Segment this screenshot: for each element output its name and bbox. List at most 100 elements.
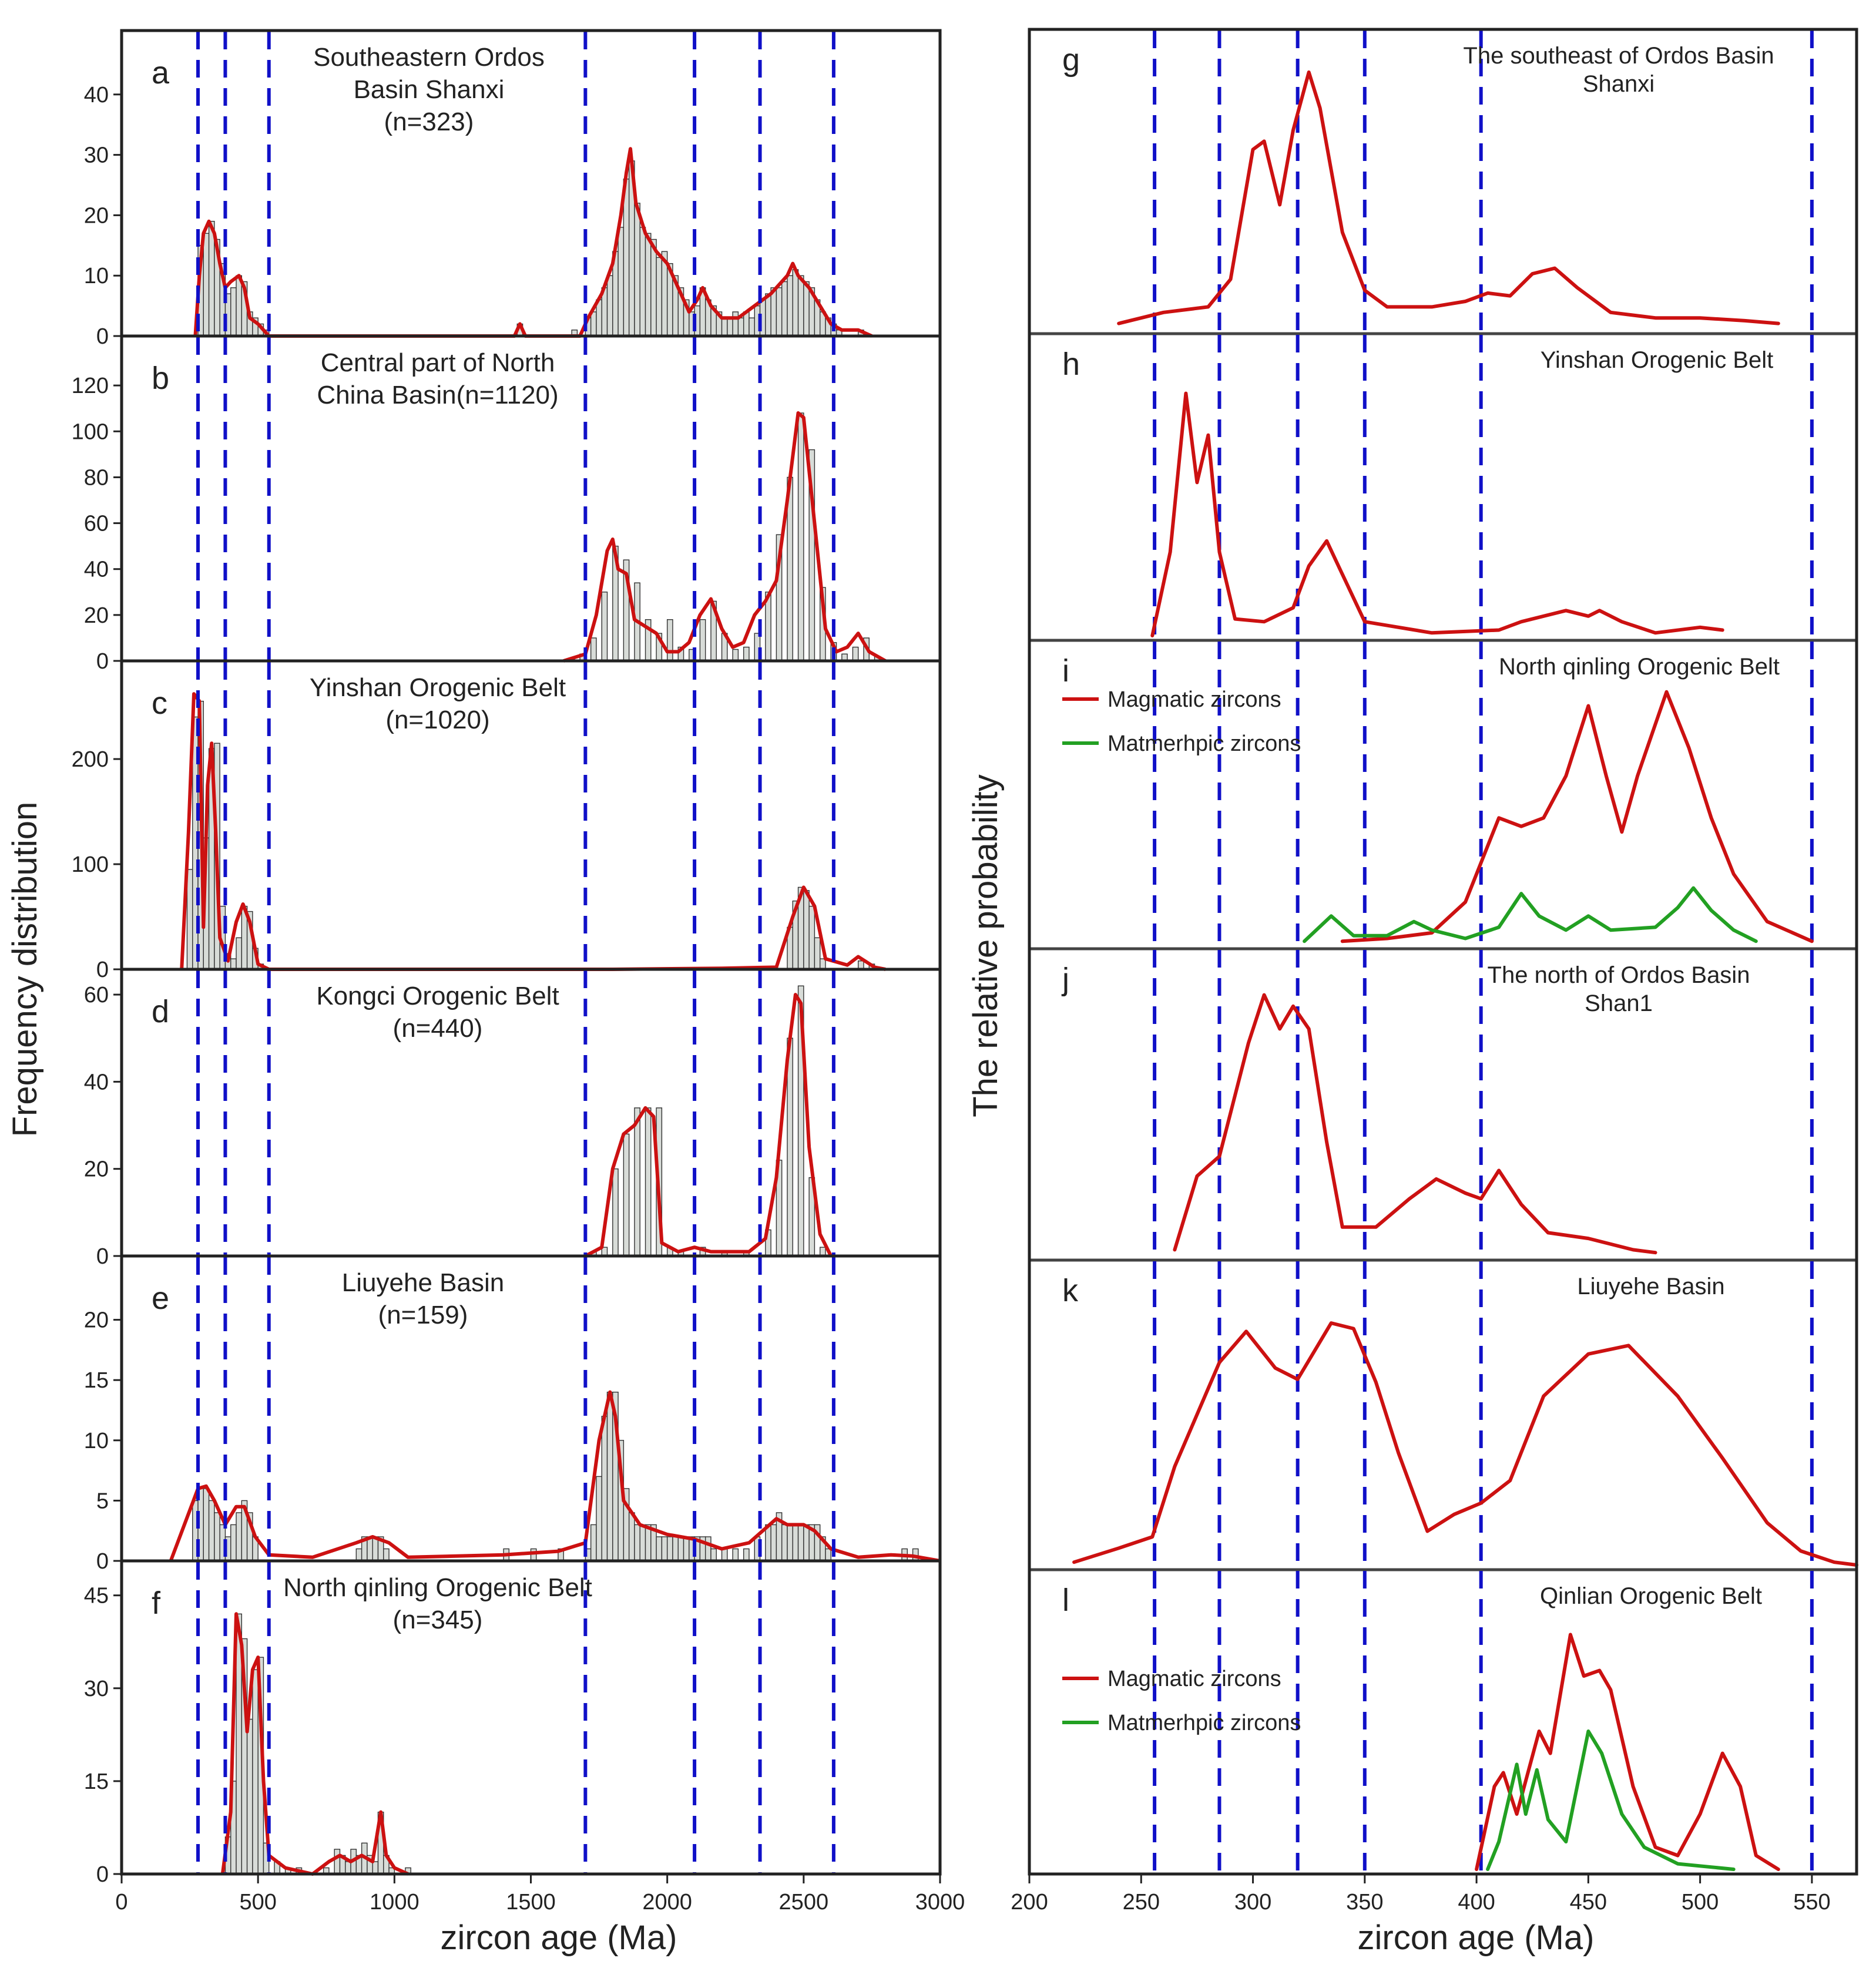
histogram-bar [230, 958, 237, 970]
histogram-bar [623, 1133, 630, 1257]
kde-curve [193, 147, 873, 338]
histogram-bar [612, 1168, 619, 1257]
left-x-axis-label: zircon age (Ma) [441, 1919, 677, 1957]
series-line-magmatic [1340, 690, 1814, 943]
histogram-bar [590, 1524, 597, 1561]
histogram-bar [230, 1524, 237, 1561]
histogram-bar [803, 890, 810, 970]
histogram-bar [656, 1536, 663, 1561]
panel-letter: d [152, 994, 169, 1029]
y-tick-label: 40 [84, 1070, 109, 1094]
panel-a: 0 10 20 30 40 a Southeastern Ordos Basin Shanxi… [84, 29, 942, 349]
series-line-magmatic [1475, 1633, 1780, 1871]
x-tick-label: 200 [1011, 1890, 1048, 1915]
x-tick-label: 2000 [642, 1890, 692, 1915]
panel-l: l Qinlian Orogenic Belt Magmatic zircons Ma… [1029, 1571, 1857, 1876]
histogram-bar [721, 1548, 728, 1561]
histogram-bar [252, 1669, 259, 1875]
y-tick-label: 200 [72, 747, 109, 772]
panel-title: Central part of North [321, 348, 555, 377]
panel-c: 0 100 200 c Yinshan Orogenic Belt (n=1020) [72, 659, 942, 982]
histogram-bar [732, 311, 739, 337]
x-tick-label: 550 [1793, 1890, 1830, 1915]
series-line-kde [1173, 993, 1657, 1255]
x-tick-label: 450 [1570, 1890, 1607, 1915]
histogram-bar [803, 281, 810, 337]
histogram-bar [721, 317, 728, 337]
histogram-bar [334, 1849, 341, 1875]
series-line-kde [1150, 391, 1724, 637]
y-tick-label: 30 [84, 143, 109, 168]
histogram-bar [808, 905, 815, 970]
histogram-bar [770, 1524, 777, 1561]
y-tick-label: 60 [84, 983, 109, 1007]
histogram-bar [617, 227, 625, 337]
histogram-bar [606, 1392, 613, 1561]
histogram-bar [236, 275, 243, 337]
histogram-bar [781, 1524, 788, 1561]
histogram-bar [749, 317, 755, 337]
panel-e: 0 5 10 15 20 e Liuyehe Basin (n=159) [84, 1254, 942, 1574]
histogram-bar [246, 1718, 253, 1875]
y-tick-label: 100 [72, 419, 109, 444]
panel-title: (n=345) [393, 1606, 483, 1634]
y-tick-label: 100 [72, 852, 109, 877]
panel-letter: c [152, 686, 167, 721]
histogram-bar [645, 1107, 652, 1257]
histogram-bar [530, 1548, 537, 1561]
y-tick-label: 60 [84, 512, 109, 536]
histogram-bar [236, 937, 243, 970]
y-tick-label: 15 [84, 1769, 109, 1794]
histogram-bar [623, 179, 630, 337]
x-tick-label: 1500 [506, 1890, 556, 1915]
panel-letter: j [1061, 962, 1069, 997]
histogram-bar [214, 1512, 220, 1561]
histogram-bar [590, 637, 597, 661]
histogram-bar [792, 269, 799, 337]
y-tick-label: 20 [84, 1157, 109, 1182]
kde-curve [220, 1612, 409, 1876]
histogram-bar [203, 233, 210, 337]
y-tick-label: 10 [84, 264, 109, 288]
panel-title: (n=323) [384, 108, 474, 136]
panel-title: North qinling Orogenic Belt [1499, 654, 1780, 680]
y-tick-label: 15 [84, 1368, 109, 1393]
histogram-bar [787, 1524, 793, 1561]
histogram-bar [781, 281, 788, 337]
y-tick-label: 20 [84, 203, 109, 228]
panel-title: North qinling Orogenic Belt [283, 1573, 592, 1602]
histogram-bar [787, 275, 793, 337]
histogram-bar [797, 1524, 804, 1561]
histogram-bar [732, 1548, 739, 1561]
histogram-bar [710, 1548, 717, 1561]
x-tick-label: 3000 [915, 1890, 965, 1915]
y-tick-label: 0 [96, 1244, 109, 1269]
panel-title: Shanxi [1583, 71, 1654, 97]
histogram-bar [383, 1548, 390, 1561]
histogram-bar [825, 1548, 831, 1561]
panel-letter: l [1062, 1583, 1069, 1618]
left-y-axis-label: Frequency distribution [6, 802, 44, 1137]
histogram-bar [677, 1536, 684, 1561]
histogram-bar [797, 412, 804, 661]
panel-title: The southeast of Ordos Basin [1463, 43, 1774, 69]
x-tick-label: 350 [1346, 1890, 1383, 1915]
y-tick-label: 80 [84, 465, 109, 490]
histogram-bar [634, 1107, 640, 1257]
y-tick-label: 0 [96, 324, 109, 349]
histogram-bar [634, 1524, 640, 1561]
histogram-bar [639, 1524, 646, 1561]
histogram-bar [661, 1536, 668, 1561]
panel-letter: h [1062, 347, 1080, 382]
histogram-bar [683, 1536, 690, 1561]
y-tick-label: 20 [84, 1308, 109, 1333]
panel-i: i North qinling Orogenic Belt Magmatic zir… [1029, 642, 1857, 951]
histogram-bar [727, 317, 733, 337]
y-tick-label: 0 [96, 1549, 109, 1574]
histogram-bar [852, 646, 859, 661]
panel-title: (n=159) [378, 1301, 468, 1329]
y-tick-label: 5 [96, 1489, 109, 1513]
panel-letter: a [152, 55, 170, 90]
